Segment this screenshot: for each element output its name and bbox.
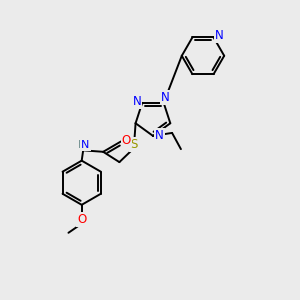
Text: O: O	[122, 134, 131, 146]
Text: H: H	[77, 140, 86, 150]
Text: N: N	[133, 95, 141, 108]
Text: N: N	[81, 140, 90, 150]
Text: S: S	[130, 138, 138, 151]
Text: N: N	[214, 29, 223, 42]
Text: O: O	[77, 213, 86, 226]
Text: N: N	[161, 91, 170, 104]
Text: N: N	[155, 129, 164, 142]
